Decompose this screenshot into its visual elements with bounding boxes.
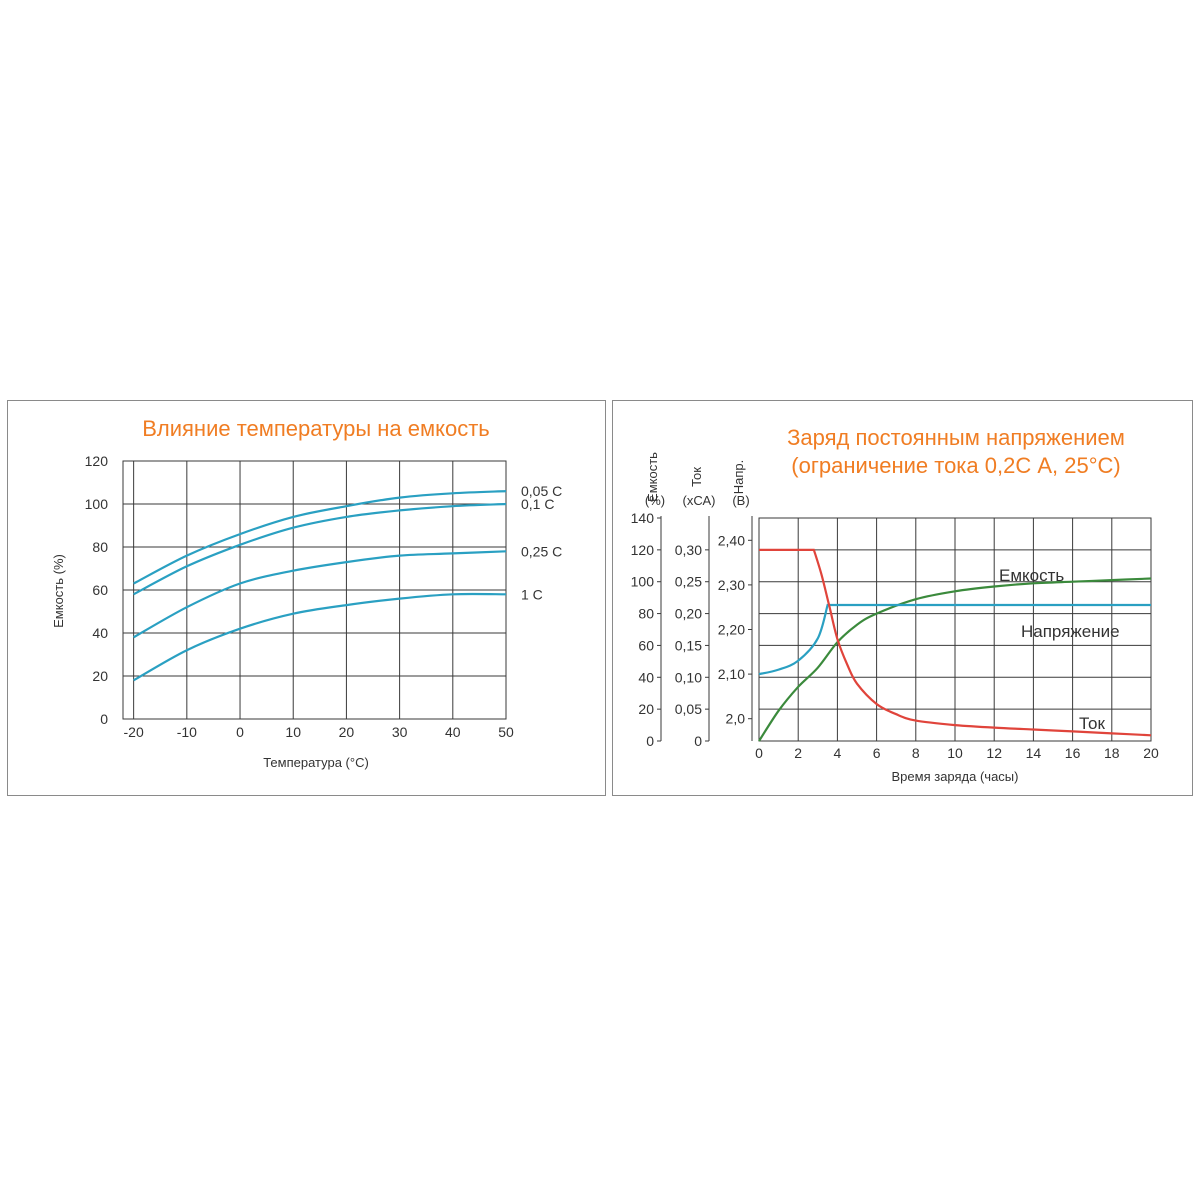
y-tick-label: 60 xyxy=(92,582,108,598)
y-tick-label-current: 0,20 xyxy=(675,606,702,622)
chart-right-svg: Заряд постоянным напряжением (ограничение… xyxy=(631,425,1159,784)
x-tick-label: 50 xyxy=(498,724,514,740)
y-tick-label-voltage: 2,0 xyxy=(726,711,746,727)
y-tick-label-capacity: 140 xyxy=(631,510,655,526)
series-line-current xyxy=(759,548,1152,737)
x-axis-label: Время заряда (часы) xyxy=(892,769,1019,784)
series-line-capacity xyxy=(758,577,1152,742)
series-label-current: Ток xyxy=(1079,714,1106,733)
y-axis-unit-capacity: (%) xyxy=(645,493,665,508)
x-tick-label: 14 xyxy=(1026,745,1042,761)
y-tick-label-voltage: 2,10 xyxy=(718,666,745,682)
x-tick-label: 8 xyxy=(912,745,920,761)
x-tick-label: 40 xyxy=(445,724,461,740)
y-tick-label-current: 0,10 xyxy=(675,669,702,685)
y-tick-label: 20 xyxy=(92,668,108,684)
x-axis-label: Температура (°С) xyxy=(263,755,369,770)
series-label: 0,05 C xyxy=(521,483,562,499)
x-tick-label: 20 xyxy=(339,724,355,740)
series-label: 0,25 C xyxy=(521,543,562,559)
y-tick-label: 100 xyxy=(85,496,109,512)
y-tick-label-current: 0 xyxy=(694,733,702,749)
y-tick-label-current: 0,25 xyxy=(675,574,702,590)
y-tick-label-capacity: 80 xyxy=(638,606,654,622)
y-axis-label-capacity: Емкость xyxy=(645,452,660,502)
y-tick-label-capacity: 0 xyxy=(646,733,654,749)
x-tick-label: 10 xyxy=(285,724,301,740)
series-line-0-25-C xyxy=(133,550,507,639)
y-tick-label-capacity: 20 xyxy=(638,701,654,717)
y-tick-label-voltage: 2,20 xyxy=(718,622,745,638)
chart-title-line2: (ограничение тока 0,2С А, 25°С) xyxy=(791,453,1120,478)
series-line-1-C xyxy=(133,592,507,682)
y-axis-unit-voltage: (В) xyxy=(732,493,749,508)
series-line-0-05-C xyxy=(133,490,507,585)
y-tick-label-voltage: 2,40 xyxy=(718,532,745,548)
constant-voltage-charge-chart: Заряд постоянным напряжением (ограничение… xyxy=(612,400,1193,796)
y-tick-label: 80 xyxy=(92,539,108,555)
y-tick-label-capacity: 120 xyxy=(631,542,655,558)
y-tick-label-capacity: 100 xyxy=(631,574,655,590)
y-tick-label-capacity: 60 xyxy=(638,637,654,653)
y-tick-label-capacity: 40 xyxy=(638,669,654,685)
series-label-capacity: Емкость xyxy=(999,566,1064,585)
y-axis-label: Емкость (%) xyxy=(51,554,66,628)
series-label-voltage: Напряжение xyxy=(1021,622,1120,641)
chart-title: Влияние температуры на емкость xyxy=(142,416,490,441)
y-axis-label-voltage: Напр. xyxy=(731,460,746,495)
y-tick-label-voltage: 2,30 xyxy=(718,577,745,593)
series-label: 1 C xyxy=(521,586,543,602)
x-tick-label: 0 xyxy=(236,724,244,740)
capacity-vs-temperature-chart: Влияние температуры на емкость 0 20 40 60 80 1… xyxy=(7,400,606,796)
y-tick-label-current: 0,05 xyxy=(675,701,702,717)
y-tick-label-current: 0,30 xyxy=(675,542,702,558)
x-tick-label: 6 xyxy=(873,745,881,761)
x-tick-label: 30 xyxy=(392,724,408,740)
x-tick-label: -20 xyxy=(124,724,144,740)
x-tick-label: 2 xyxy=(794,745,802,761)
y-axis-label-current: Ток xyxy=(689,467,704,487)
x-tick-label: 10 xyxy=(947,745,963,761)
chart-title-line1: Заряд постоянным напряжением xyxy=(787,425,1125,450)
x-tick-label: 0 xyxy=(755,745,763,761)
y-axis-unit-current: (хСА) xyxy=(683,493,716,508)
x-tick-label: 18 xyxy=(1104,745,1120,761)
x-tick-label: 20 xyxy=(1143,745,1159,761)
x-tick-label: -10 xyxy=(177,724,197,740)
series-line-0-1-C xyxy=(133,502,507,596)
x-tick-label: 12 xyxy=(986,745,1002,761)
series-label: 0,1 C xyxy=(521,496,554,512)
y-tick-label-current: 0,15 xyxy=(675,637,702,653)
y-tick-label: 120 xyxy=(85,453,109,469)
y-tick-label: 0 xyxy=(100,711,108,727)
x-tick-label: 16 xyxy=(1065,745,1081,761)
y-tick-label: 40 xyxy=(92,625,108,641)
chart-left-svg: Влияние температуры на емкость 0 20 40 60 80 1… xyxy=(51,416,562,770)
x-tick-label: 4 xyxy=(834,745,842,761)
series-line-voltage xyxy=(758,603,1151,676)
